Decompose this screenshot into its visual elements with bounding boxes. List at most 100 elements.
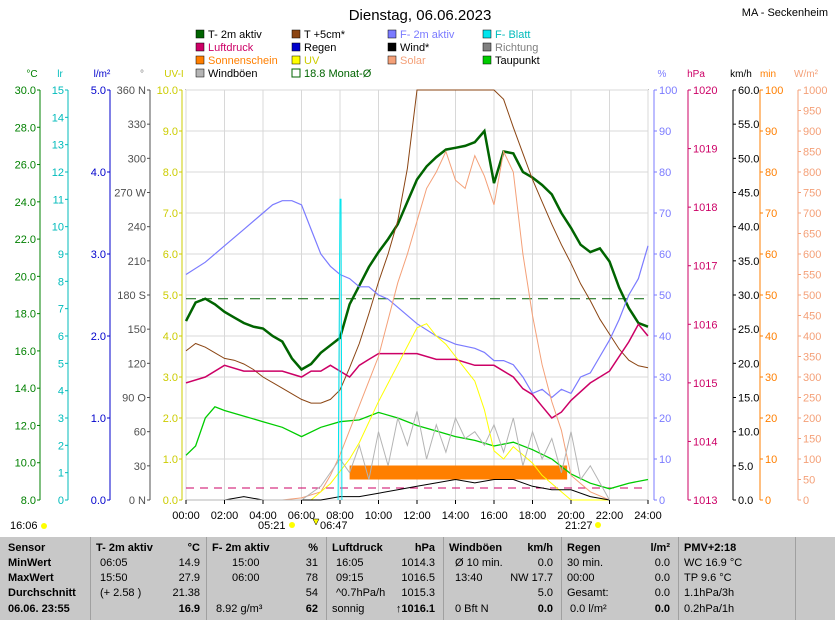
table-current-rain: 0.0 bbox=[654, 603, 670, 615]
table-header-gust-unit: km/h bbox=[527, 542, 553, 554]
axis-tick-label: 40 bbox=[659, 331, 671, 343]
axis-tick-label: 60.0 bbox=[738, 85, 759, 97]
table-temp-value: 21.38 bbox=[172, 587, 200, 599]
axis-tick-label: 100 bbox=[659, 85, 677, 97]
table-humidity-value: 78 bbox=[305, 572, 318, 584]
axis-tick-label: 5.0 bbox=[163, 290, 178, 302]
table-row-label: MinWert bbox=[8, 557, 52, 569]
axis-tick-label: 11 bbox=[53, 194, 64, 206]
axis-tick-label: 400 bbox=[803, 331, 821, 343]
legend-label: Regen bbox=[304, 42, 336, 54]
table-column-divider bbox=[90, 537, 91, 620]
axis-tick-label: 750 bbox=[803, 188, 821, 200]
table-rain-time: 30 min. bbox=[567, 557, 604, 569]
axis-tick-label: 13 bbox=[52, 140, 64, 152]
axis-tick-label: 22.0 bbox=[15, 234, 36, 246]
axis-tick-label: 0 bbox=[803, 495, 809, 507]
axis-tick-label: 4.0 bbox=[91, 167, 106, 179]
table-header-rain: Regen bbox=[567, 542, 601, 554]
series-solar bbox=[186, 149, 648, 501]
table-header-gust: Windböen bbox=[449, 542, 503, 554]
table-column-divider bbox=[561, 537, 562, 620]
table-current-humidity: 62 bbox=[305, 603, 318, 615]
axis-tick-label: 3.0 bbox=[163, 372, 178, 384]
axis-unit: ° bbox=[140, 69, 144, 80]
axis-tick-label: 3.0 bbox=[91, 249, 106, 261]
axis-tick-label: 8.0 bbox=[21, 495, 36, 507]
legend-swatch bbox=[291, 29, 301, 39]
table-gust-value: 0.0 bbox=[537, 557, 553, 569]
axis-tick-label: 25.0 bbox=[738, 324, 759, 336]
table-row-label: MaxWert bbox=[8, 572, 54, 584]
table-temp-value: 14.9 bbox=[178, 557, 200, 569]
x-tick-label: 20:00 bbox=[557, 510, 585, 522]
axis-tick-label: 26.0 bbox=[15, 160, 36, 172]
axis-tick-label: 300 bbox=[128, 153, 146, 165]
axis-tick-label: 12 bbox=[52, 167, 64, 179]
axis-tick-label: 6 bbox=[58, 331, 64, 343]
axis-tick-label: 20 bbox=[659, 413, 671, 425]
axis-tick-label: 200 bbox=[803, 413, 821, 425]
table-row-label: Durchschnitt bbox=[8, 587, 76, 599]
axis-tick-label: 1014 bbox=[693, 436, 717, 448]
legend-swatch bbox=[291, 55, 301, 65]
axis-tick-label: 50 bbox=[765, 290, 777, 302]
axis-tick-label: 7.0 bbox=[163, 208, 178, 220]
axis-tick-label: 60 bbox=[765, 249, 777, 261]
table-pressure-time: ^0.7hPa/h bbox=[336, 587, 386, 599]
table-rain-time: Gesamt: bbox=[567, 587, 609, 599]
table-gust-value: NW 17.7 bbox=[510, 572, 553, 584]
table-temp-value: 27.9 bbox=[178, 572, 200, 584]
series-t-2m-aktiv bbox=[184, 128, 649, 372]
axis-tick-label: 150 bbox=[128, 324, 146, 336]
axis-tick-label: 650 bbox=[803, 229, 821, 241]
axis-unit: hPa bbox=[687, 69, 705, 80]
x-axis-ticks: 00:00 02:00 04:00 06:00 08:00 10:00 12:00 14:00… bbox=[172, 500, 662, 522]
axis-tick-label: 8 bbox=[58, 276, 64, 288]
axis-tick-label: 10.0 bbox=[738, 427, 759, 439]
axis-tick-label: 20.0 bbox=[15, 271, 36, 283]
axis-tick-label: 10.0 bbox=[15, 458, 36, 470]
legend-label: F- 2m aktiv bbox=[400, 29, 455, 41]
x-tick-label: 22:00 bbox=[596, 510, 624, 522]
axis-tick-label: 250 bbox=[803, 393, 821, 405]
axis-tick-label: 14.0 bbox=[15, 383, 36, 395]
axis-tick-label: 7 bbox=[58, 304, 64, 316]
series-windb-en bbox=[186, 411, 648, 501]
legend-swatch bbox=[387, 42, 397, 52]
axis-tick-label: 90 O bbox=[122, 393, 146, 405]
legend-swatch bbox=[482, 29, 492, 39]
time-markers: 16:06 05:21 06:47 21:27 bbox=[10, 518, 601, 532]
axis-tick-label: 90 bbox=[659, 126, 671, 138]
sunrise-arrow-icon bbox=[312, 518, 320, 526]
legend-swatch bbox=[195, 42, 205, 52]
axis-tick-label: 210 bbox=[128, 256, 146, 268]
axis-tick-label: 20 bbox=[765, 413, 777, 425]
axis-tick-label: 2 bbox=[58, 440, 64, 452]
table-column-divider bbox=[206, 537, 207, 620]
axis-tick-label: 0 bbox=[58, 495, 64, 507]
x-tick-label: 06:00 bbox=[288, 510, 316, 522]
legend-swatch bbox=[291, 42, 301, 52]
table-rain-time: 00:00 bbox=[567, 572, 595, 584]
axis-tick-label: 12.0 bbox=[15, 420, 36, 432]
table-humidity-time: 06:00 bbox=[232, 572, 260, 584]
axis-tick-label: 1019 bbox=[693, 144, 717, 156]
axis-tick-label: 1013 bbox=[693, 495, 717, 507]
sunset-label: 21:27 bbox=[565, 520, 593, 532]
axis-tick-label: 1000 bbox=[803, 85, 827, 97]
legend-label: 18.8 Monat-Ø bbox=[304, 68, 372, 80]
axis-tick-label: 1.0 bbox=[91, 413, 106, 425]
axis-tick-label: 150 bbox=[803, 434, 821, 446]
axis-tick-label: 500 bbox=[803, 290, 821, 302]
axis-tick-label: 5.0 bbox=[738, 461, 753, 473]
table-header-sensor: Sensor bbox=[8, 542, 46, 554]
axis-tick-label: 9.0 bbox=[163, 126, 178, 138]
legend-swatch bbox=[482, 42, 492, 52]
table-header-pressure: Luftdruck bbox=[332, 542, 383, 554]
legend-label: UV bbox=[304, 55, 320, 67]
legend-swatch bbox=[195, 55, 205, 65]
axis-tick-label: 1.0 bbox=[163, 454, 178, 466]
table-rain-value: 0.0 bbox=[654, 587, 670, 599]
table-header-pmv: PMV+2:18 bbox=[684, 542, 737, 554]
